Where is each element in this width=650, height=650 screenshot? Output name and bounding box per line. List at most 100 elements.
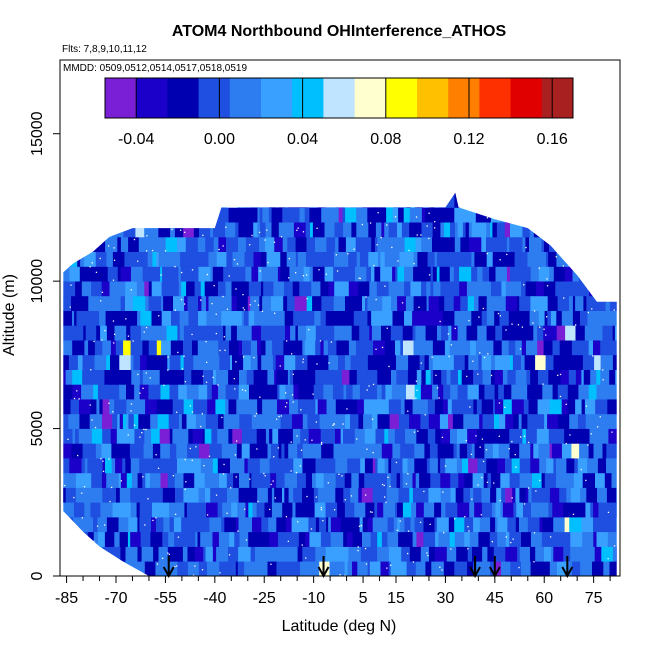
- heatmap-cell: [343, 384, 347, 400]
- sample-dot: [222, 245, 224, 247]
- sample-dot: [562, 265, 564, 267]
- heatmap-cell: [297, 546, 303, 562]
- heatmap-cell: [241, 310, 245, 326]
- heatmap-cell: [328, 517, 332, 533]
- sample-dot: [284, 406, 287, 408]
- sample-dot: [114, 333, 116, 335]
- heatmap-cell: [99, 399, 104, 415]
- heatmap-cell: [427, 399, 436, 415]
- heatmap-cell: [408, 354, 421, 370]
- heatmap-cell: [356, 399, 365, 415]
- heatmap-cell: [606, 458, 617, 474]
- heatmap-cell: [576, 502, 586, 518]
- heatmap-cell: [97, 384, 111, 400]
- heatmap-cell: [88, 340, 96, 356]
- heatmap-cell: [400, 531, 414, 547]
- heatmap-cell: [581, 517, 594, 533]
- x-tick-label: 75: [585, 590, 603, 607]
- heatmap-cell: [404, 266, 414, 282]
- heatmap-cell: [94, 354, 99, 370]
- heatmap-cell: [250, 192, 259, 208]
- heatmap-cell: [238, 546, 252, 562]
- heatmap-cell: [316, 251, 323, 267]
- heatmap-cell: [369, 561, 382, 576]
- heatmap-cell: [538, 502, 549, 518]
- heatmap-cell: [522, 236, 526, 252]
- heatmap-cell: [173, 517, 182, 533]
- sample-dot: [203, 465, 205, 467]
- heatmap-cell: [436, 517, 450, 533]
- heatmap-cell: [321, 207, 332, 223]
- heatmap-cell: [344, 502, 355, 518]
- heatmap-cell: [584, 222, 594, 238]
- heatmap-cell: [407, 458, 415, 474]
- heatmap-cell: [381, 325, 392, 341]
- heatmap-cell: [479, 517, 483, 533]
- heatmap-cell: [133, 561, 146, 576]
- heatmap-cell: [85, 561, 97, 576]
- heatmap-cell: [528, 266, 532, 282]
- heatmap-cell: [196, 207, 205, 223]
- sample-dot: [113, 555, 115, 558]
- heatmap-cell: [237, 502, 247, 518]
- sample-dot: [505, 536, 507, 538]
- heatmap-cell: [517, 251, 529, 267]
- heatmap-cell: [84, 251, 97, 267]
- heatmap-cell: [229, 531, 235, 547]
- heatmap-cell: [368, 251, 379, 267]
- heatmap-cell: [102, 207, 110, 223]
- heatmap-cell: [284, 354, 296, 370]
- heatmap-cell: [519, 472, 533, 488]
- colorbar-swatch: [292, 78, 324, 118]
- heatmap-cell: [183, 487, 189, 503]
- x-tick-label: 45: [486, 590, 504, 607]
- sample-dot: [387, 476, 389, 478]
- sample-dot: [233, 378, 235, 380]
- heatmap-cell: [412, 310, 421, 326]
- heatmap-cell: [131, 369, 141, 385]
- heatmap-cell: [392, 266, 396, 282]
- heatmap-cell: [63, 384, 73, 400]
- sample-dot: [464, 516, 466, 518]
- sample-dot: [436, 387, 439, 389]
- colorbar-swatch: [541, 78, 574, 118]
- heatmap-cell: [350, 487, 355, 503]
- sample-dot: [338, 473, 340, 475]
- heatmap-cell: [222, 502, 232, 518]
- sample-dot: [235, 361, 237, 363]
- heatmap-cell: [499, 428, 510, 444]
- heatmap-cell: [235, 413, 240, 429]
- heatmap-cell: [579, 281, 590, 297]
- y-tick-label: 10000: [29, 259, 46, 304]
- heatmap-cell: [422, 487, 429, 503]
- heatmap-cell: [351, 325, 360, 341]
- heatmap-cell: [201, 192, 205, 208]
- heatmap-cell: [366, 192, 375, 193]
- heatmap-cell: [356, 222, 369, 238]
- heatmap-cell: [359, 325, 365, 341]
- heatmap-cell: [137, 310, 141, 326]
- heatmap-cell: [225, 222, 236, 238]
- sample-dot: [224, 349, 226, 351]
- sample-dot: [418, 306, 420, 308]
- heatmap-cell: [169, 517, 175, 533]
- heatmap-cell: [140, 310, 153, 326]
- heatmap-cell: [514, 251, 519, 267]
- heatmap-cell: [215, 399, 226, 415]
- heatmap-cell: [160, 472, 169, 488]
- heatmap-cell: [246, 369, 255, 385]
- heatmap-cell: [507, 517, 517, 533]
- heatmap-cell: [87, 531, 95, 547]
- heatmap-cell: [63, 354, 70, 370]
- heatmap-cell: [544, 472, 557, 488]
- heatmap-cell: [80, 251, 85, 267]
- heatmap-cell: [574, 192, 585, 193]
- heatmap-cell: [473, 192, 484, 208]
- heatmap-cell: [466, 281, 480, 297]
- heatmap-cell: [420, 340, 434, 356]
- heatmap-cell: [146, 192, 150, 208]
- heatmap-cell: [363, 340, 374, 356]
- heatmap-cell: [367, 354, 372, 370]
- heatmap-cell: [439, 266, 451, 282]
